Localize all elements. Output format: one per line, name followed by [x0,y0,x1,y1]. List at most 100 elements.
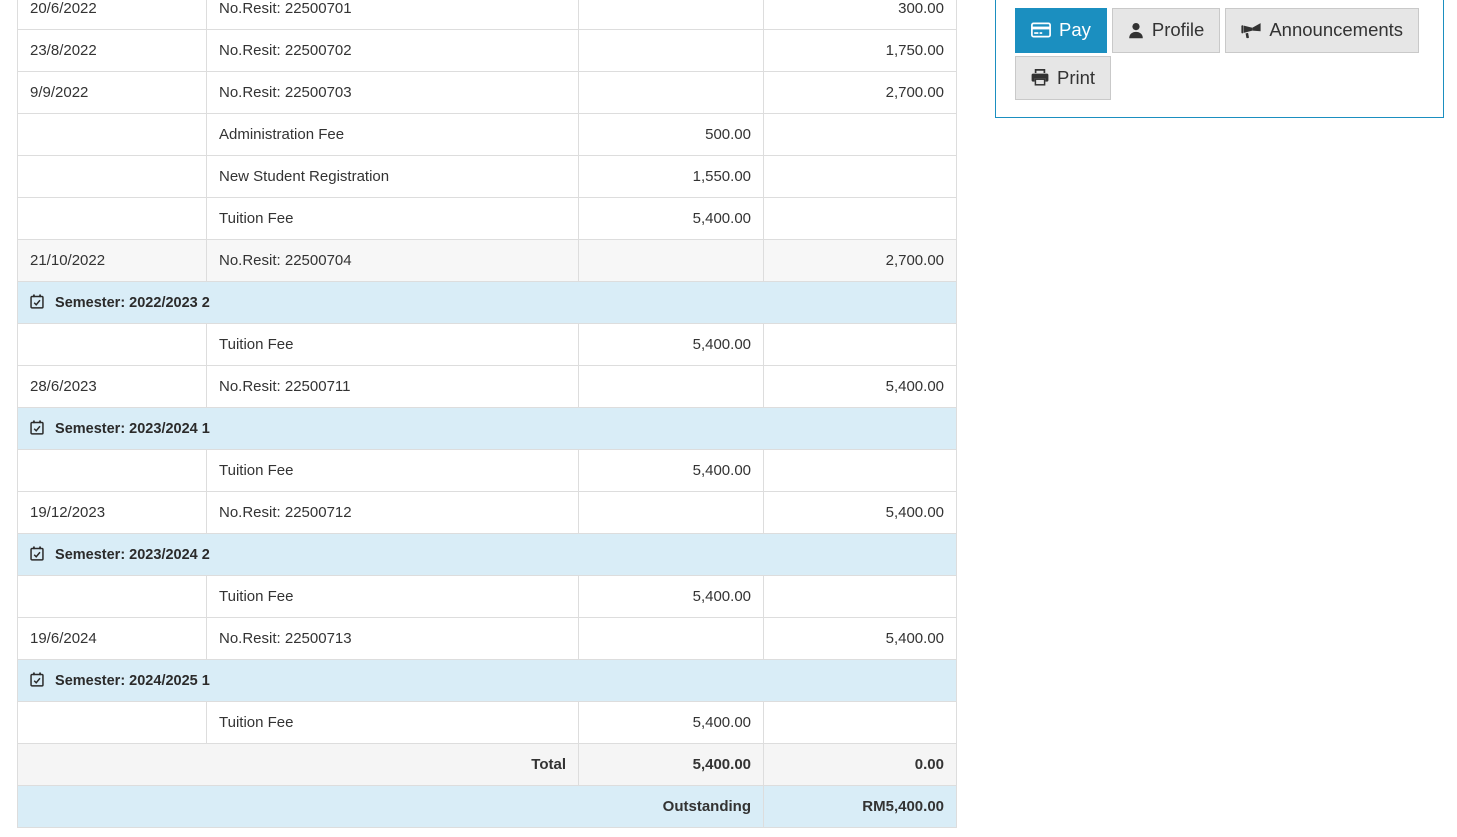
cell-description: Tuition Fee [206,575,579,618]
cell-credit: 5,400.00 [763,491,957,534]
calendar-check-icon [30,672,44,687]
cell-credit: 5,400.00 [763,617,957,660]
cell-date [17,575,207,618]
semester-header-cell: Semester: 2023/2024 1 [17,407,957,450]
outstanding-label-cell: Outstanding [17,785,764,828]
calendar-check-icon [30,420,44,435]
fees-table-footer: Total 5,400.00 0.00 Outstanding RM5,400.… [17,743,957,828]
total-label-cell: Total [17,743,579,786]
cell-credit: 2,700.00 [763,239,957,282]
calendar-check-icon [30,546,44,561]
pay-button-label: Pay [1059,19,1091,40]
cell-debit [578,239,764,282]
cell-credit: 300.00 [763,0,957,30]
table-row: Tuition Fee 5,400.00 [17,323,957,366]
total-row: Total 5,400.00 0.00 [17,743,957,786]
fees-statement-table: 20/6/2022 No.Resit: 22500701 300.00 23/8/20… [17,0,957,828]
table-row: 9/9/2022 No.Resit: 22500703 2,700.00 [17,71,957,114]
cell-debit: 5,400.00 [578,575,764,618]
semester-header-cell: Semester: 2022/2023 2 [17,281,957,324]
cell-credit [763,197,957,240]
actions-panel: Pay Profile Announcements [995,0,1444,118]
semester-header-row: Semester: 2023/2024 2 [17,533,957,576]
cell-debit: 5,400.00 [578,323,764,366]
table-row: 23/8/2022 No.Resit: 22500702 1,750.00 [17,29,957,72]
cell-description: Tuition Fee [206,701,579,744]
cell-debit: 5,400.00 [578,197,764,240]
cell-description: No.Resit: 22500704 [206,239,579,282]
semester-header-cell: Semester: 2024/2025 1 [17,659,957,702]
cell-description: New Student Registration [206,155,579,198]
cell-description: No.Resit: 22500703 [206,71,579,114]
cell-description: No.Resit: 22500711 [206,365,579,408]
cell-debit [578,29,764,72]
cell-date: 23/8/2022 [17,29,207,72]
semester-label: Semester: 2023/2024 2 [55,547,210,563]
print-button[interactable]: Print [1015,55,1112,100]
cell-description: No.Resit: 22500702 [206,29,579,72]
cell-debit [578,0,764,30]
cell-description: Administration Fee [206,113,579,156]
cell-date: 9/9/2022 [17,71,207,114]
table-row: 19/12/2023 No.Resit: 22500712 5,400.00 [17,491,957,534]
cell-debit: 500.00 [578,113,764,156]
cell-description: No.Resit: 22500712 [206,491,579,534]
table-row: 28/6/2023 No.Resit: 22500711 5,400.00 [17,365,957,408]
cell-debit [578,491,764,534]
print-button-label: Print [1057,66,1096,88]
cell-date [17,155,207,198]
cell-date: 21/10/2022 [17,239,207,282]
semester-header-row: Semester: 2022/2023 2 [17,281,957,324]
profile-button-label: Profile [1151,19,1205,40]
cell-description: Tuition Fee [206,323,579,366]
table-row: Tuition Fee 5,400.00 [17,197,957,240]
announcements-button-label: Announcements [1269,19,1404,40]
total-credit-cell: 0.00 [763,743,957,786]
cell-date [17,701,207,744]
cell-credit [763,575,957,618]
table-row: Administration Fee 500.00 [17,113,957,156]
fees-table-body: 20/6/2022 No.Resit: 22500701 300.00 23/8/20… [17,0,957,744]
table-row: Tuition Fee 5,400.00 [17,701,957,744]
cell-date [17,113,207,156]
cell-credit: 1,750.00 [763,29,957,72]
total-debit-cell: 5,400.00 [578,743,764,786]
calendar-check-icon [30,294,44,309]
cell-debit: 5,400.00 [578,701,764,744]
semester-header-cell: Semester: 2023/2024 2 [17,533,957,576]
semester-header-row: Semester: 2024/2025 1 [17,659,957,702]
cell-debit: 5,400.00 [578,449,764,492]
fees-statement-table-wrap: 20/6/2022 No.Resit: 22500701 300.00 23/8/20… [17,0,957,828]
cell-date: 28/6/2023 [17,365,207,408]
cell-description: Tuition Fee [206,197,579,240]
table-row: Tuition Fee 5,400.00 [17,575,957,618]
cell-description: Tuition Fee [206,449,579,492]
cell-credit [763,323,957,366]
pay-button[interactable]: Pay [1015,8,1107,53]
semester-label: Semester: 2022/2023 2 [55,295,210,311]
table-row: 21/10/2022 No.Resit: 22500704 2,700.00 [17,239,957,282]
cell-debit [578,365,764,408]
table-row: 20/6/2022 No.Resit: 22500701 300.00 [17,0,957,30]
cell-description: No.Resit: 22500713 [206,617,579,660]
cell-date [17,323,207,366]
announcements-button[interactable]: Announcements [1225,8,1420,53]
cell-date [17,197,207,240]
cell-debit [578,71,764,114]
semester-label: Semester: 2023/2024 1 [55,421,210,437]
cell-credit [763,701,957,744]
cell-description: No.Resit: 22500701 [206,0,579,30]
profile-button[interactable]: Profile [1111,8,1221,53]
cell-date [17,449,207,492]
bullhorn-icon [1241,22,1261,38]
table-row: Tuition Fee 5,400.00 [17,449,957,492]
table-row: New Student Registration 1,550.00 [17,155,957,198]
printer-icon [1031,69,1049,86]
cell-date: 19/12/2023 [17,491,207,534]
cell-credit [763,155,957,198]
cell-credit [763,449,957,492]
semester-label: Semester: 2024/2025 1 [55,673,210,689]
cell-date: 19/6/2024 [17,617,207,660]
cell-debit: 1,550.00 [578,155,764,198]
